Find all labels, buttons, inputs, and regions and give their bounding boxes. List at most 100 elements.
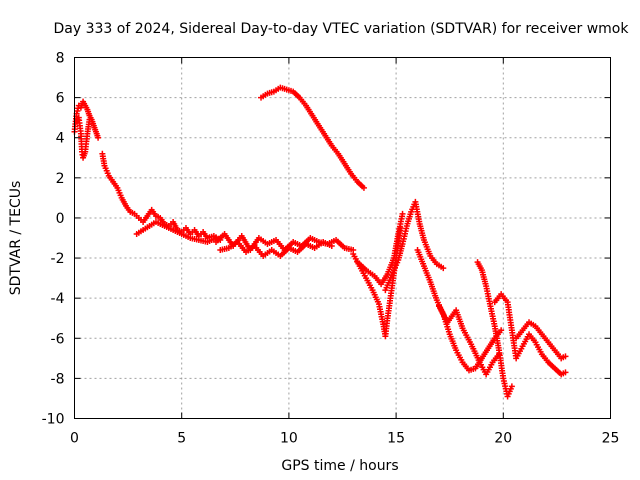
data-trace <box>80 150 88 159</box>
x-tick-label: 5 <box>177 431 186 447</box>
data-trace <box>89 118 97 127</box>
data-trace <box>387 269 396 281</box>
data-trace <box>228 240 239 250</box>
x-tick-label: 10 <box>280 431 298 447</box>
data-trace <box>376 303 386 325</box>
data-trace <box>189 235 200 243</box>
data-trace <box>93 130 101 139</box>
data-trace <box>493 293 503 304</box>
series-arc-6 <box>217 239 335 260</box>
data-trace <box>436 262 445 270</box>
data-trace <box>288 246 299 254</box>
series-arc-12 <box>435 303 503 378</box>
data-trace <box>285 87 294 94</box>
data-trace <box>343 245 355 253</box>
data-trace <box>483 285 493 307</box>
data-point <box>360 184 367 191</box>
data-trace <box>475 261 484 272</box>
data-trace <box>453 309 465 329</box>
data-trace <box>322 240 333 248</box>
data-points <box>71 84 569 400</box>
data-trace <box>334 238 346 250</box>
grid-lines <box>74 57 611 419</box>
data-trace <box>78 100 86 109</box>
data-trace <box>313 240 325 250</box>
data-trace <box>514 329 524 340</box>
data-trace <box>488 305 498 327</box>
data-trace <box>304 104 315 117</box>
data-point <box>86 116 93 123</box>
data-trace <box>309 236 320 244</box>
y-tick-label: -4 <box>51 291 65 307</box>
y-tick-label: 2 <box>56 171 65 187</box>
axis-ticks: 0 5 10 15 20 25 -10 -8 -6 -4 -2 0 2 4 6 8 <box>42 51 620 447</box>
data-trace <box>421 239 433 257</box>
data-trace <box>91 124 99 133</box>
data-trace <box>370 289 381 305</box>
data-trace <box>364 277 375 291</box>
data-trace <box>273 85 282 94</box>
data-trace <box>461 361 471 372</box>
data-trace <box>454 349 465 363</box>
series-arc-10 <box>382 198 447 294</box>
data-trace <box>365 268 376 278</box>
data-trace <box>484 361 495 375</box>
series-arc-9 <box>354 210 406 288</box>
data-trace <box>330 144 340 155</box>
x-tick-label: 0 <box>70 431 79 447</box>
data-trace <box>540 333 550 344</box>
data-trace <box>124 204 132 213</box>
data-trace <box>349 172 359 183</box>
data-trace <box>135 228 144 236</box>
data-trace <box>546 360 557 370</box>
data-trace <box>274 239 286 251</box>
data-trace <box>412 201 423 225</box>
data-trace <box>521 321 531 332</box>
data-trace <box>158 216 167 225</box>
series-arc-14 <box>491 291 569 378</box>
data-trace <box>214 232 226 244</box>
data-trace <box>499 293 509 304</box>
data-trace <box>99 153 108 167</box>
data-trace <box>336 152 347 165</box>
data-trace <box>145 208 154 217</box>
data-trace <box>206 233 215 241</box>
data-trace <box>546 341 557 352</box>
data-trace <box>258 236 269 246</box>
data-trace <box>496 349 506 379</box>
y-tick-label: 0 <box>56 211 65 227</box>
x-tick-label: 20 <box>494 431 512 447</box>
data-trace <box>279 246 291 258</box>
data-trace <box>383 279 392 291</box>
data-trace <box>84 119 93 135</box>
data-point <box>440 265 447 272</box>
data-trace <box>266 238 277 246</box>
data-trace <box>553 366 563 376</box>
y-tick-label: 8 <box>56 51 65 67</box>
data-trace <box>447 333 459 351</box>
data-trace <box>253 245 265 257</box>
data-trace <box>509 329 519 359</box>
chart-title: Day 333 of 2024, Sidereal Day-to-day VTE… <box>54 21 630 37</box>
data-trace <box>141 214 149 223</box>
data-trace <box>119 196 128 207</box>
data-trace <box>553 349 563 360</box>
data-trace <box>201 231 209 239</box>
data-trace <box>184 227 192 235</box>
series-arc-7 <box>258 84 367 191</box>
data-trace <box>480 347 490 360</box>
data-trace <box>357 265 368 279</box>
data-trace <box>279 85 288 92</box>
y-tick-label: -8 <box>51 371 65 387</box>
data-trace <box>317 124 328 137</box>
data-trace <box>150 208 158 217</box>
data-trace <box>379 273 390 286</box>
x-tick-label: 15 <box>387 431 405 447</box>
data-trace <box>270 248 282 258</box>
data-trace <box>155 220 166 228</box>
data-point <box>498 327 505 334</box>
data-trace <box>236 241 248 253</box>
data-trace <box>428 281 439 301</box>
data-point <box>562 369 569 376</box>
